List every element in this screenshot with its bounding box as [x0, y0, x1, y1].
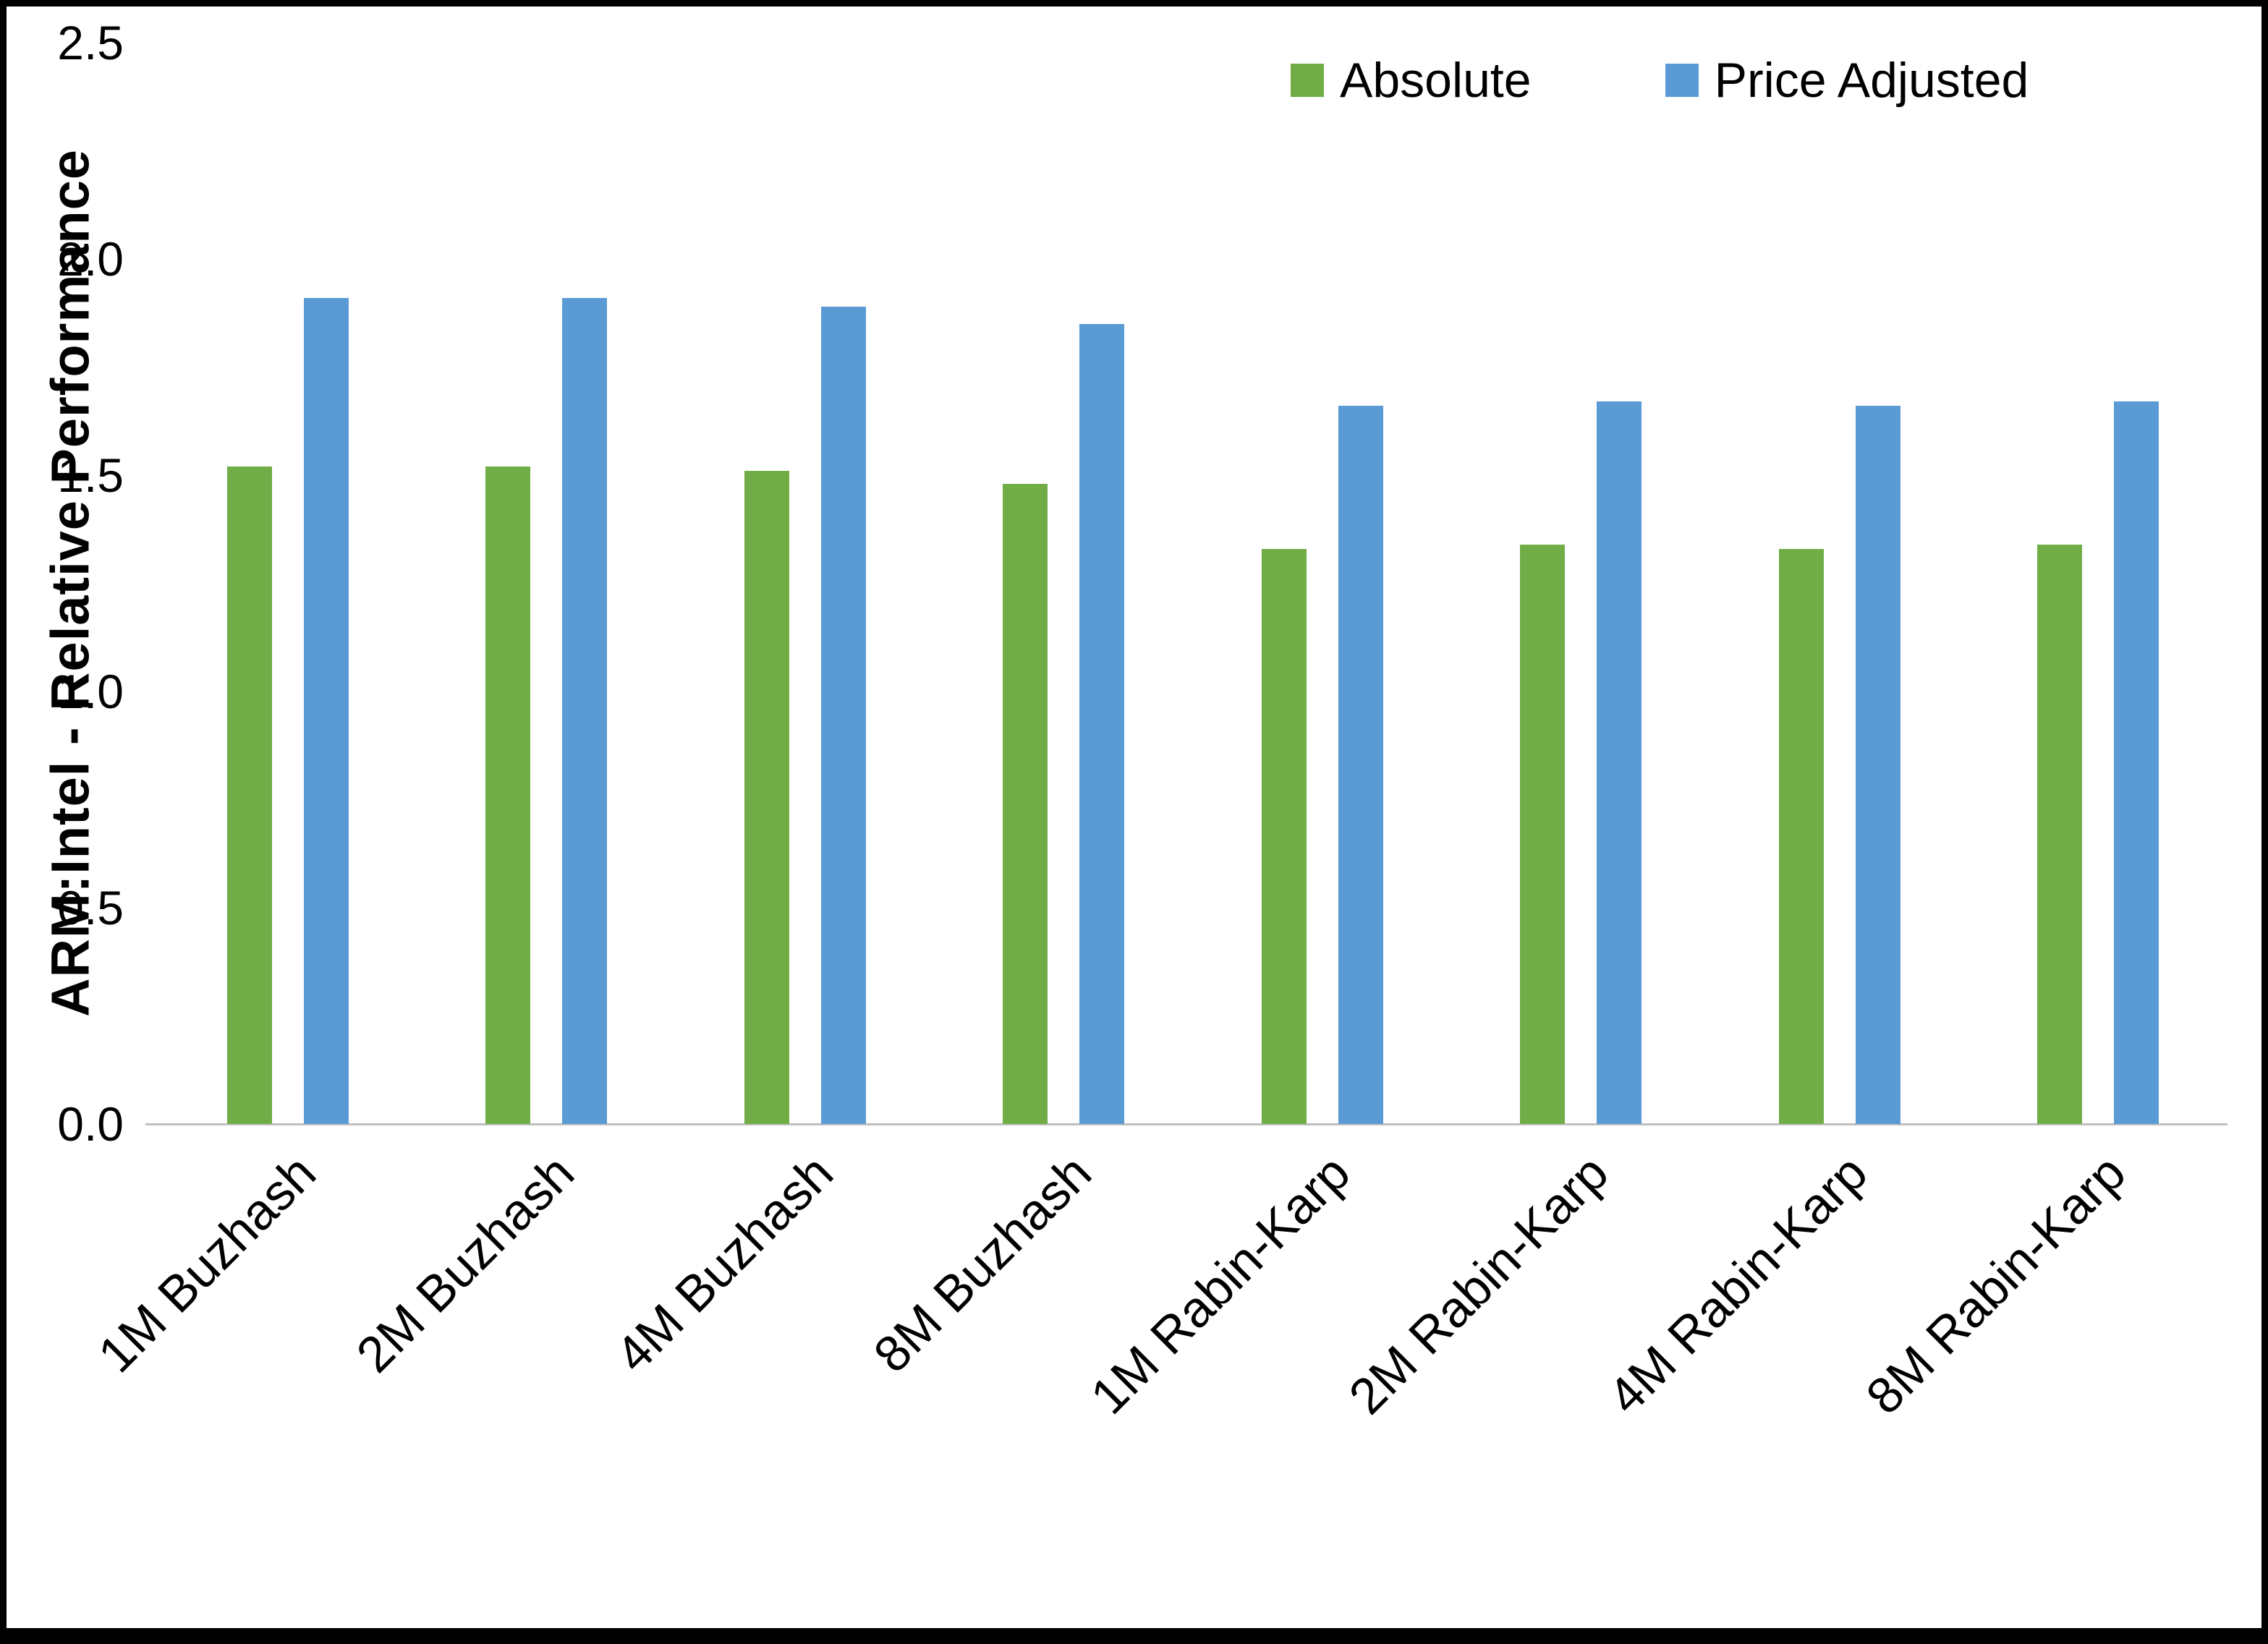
bar-absolute [485, 467, 531, 1124]
bar-absolute [2037, 544, 2083, 1124]
x-category-label: 8M Buzhash [862, 1143, 1103, 1384]
bar-absolute [744, 471, 789, 1124]
bar-price-adjusted [1855, 406, 1900, 1124]
bar-group [1520, 43, 1642, 1124]
x-category-label: 2M Buzhash [345, 1143, 585, 1384]
bar-group [226, 43, 349, 1124]
plot-area: 0.0 0.5 1.0 1.5 2.0 2.5 1M Buzhash 2M Buzhash 4… [57, 19, 2227, 1425]
bar-price-adjusted [562, 297, 608, 1124]
bar-group [2037, 43, 2159, 1124]
bar-absolute [226, 467, 272, 1124]
bar-absolute [1003, 483, 1048, 1124]
y-tick-label: 2.0 [57, 232, 124, 286]
x-category-label: 4M Buzhash [604, 1143, 844, 1384]
legend: Absolute Price Adjusted [1291, 56, 2029, 105]
bar-price-adjusted [1597, 401, 1642, 1124]
bar-group [1003, 43, 1125, 1124]
x-axis-line [145, 1123, 2227, 1125]
x-category-label: 1M Buzhash [87, 1143, 326, 1384]
legend-item-absolute: Absolute [1291, 56, 1532, 105]
x-category-label: 1M Rabin-Karp [1079, 1143, 1361, 1425]
bar-absolute [1778, 548, 1824, 1124]
x-category-label: 8M Rabin-Karp [1856, 1143, 2137, 1425]
bars-layer [158, 43, 2227, 1124]
y-tick-label: 0.0 [57, 1097, 124, 1151]
x-category-label: 2M Rabin-Karp [1338, 1143, 1620, 1425]
y-tick-label: 1.5 [57, 448, 124, 502]
y-tick-label: 2.5 [57, 16, 124, 69]
legend-label: Price Adjusted [1714, 53, 2029, 108]
bar-price-adjusted [1079, 323, 1125, 1124]
bar-group [744, 43, 866, 1124]
x-category-label: 4M Rabin-Karp [1597, 1143, 1878, 1425]
y-tick-label: 0.5 [57, 881, 124, 934]
bar-group [1778, 43, 1900, 1124]
bar-price-adjusted [1338, 406, 1383, 1124]
legend-swatch-absolute [1291, 64, 1324, 97]
bar-group [1261, 43, 1383, 1124]
bar-price-adjusted [303, 297, 349, 1124]
chart-container: ARM:Intel - Relative Performance 0.0 0.5 1… [7, 7, 2261, 1628]
bar-absolute [1520, 544, 1566, 1124]
bar-absolute [1261, 548, 1307, 1124]
bar-price-adjusted [820, 306, 866, 1124]
bar-group [485, 43, 608, 1124]
y-tick-label: 1.0 [57, 665, 124, 718]
legend-swatch-price-adjusted [1665, 64, 1699, 97]
legend-label: Absolute [1340, 53, 1532, 108]
legend-item-price-adjusted: Price Adjusted [1665, 56, 2029, 105]
bar-price-adjusted [2114, 401, 2159, 1124]
